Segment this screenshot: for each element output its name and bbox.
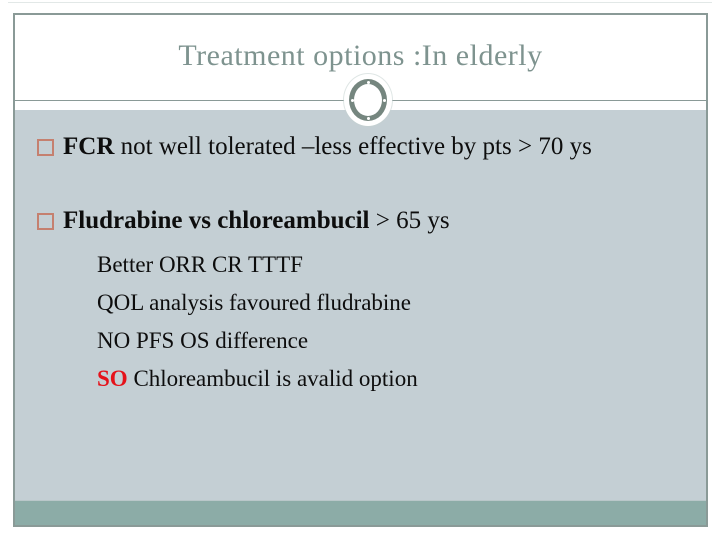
- bullet-text: FCR not well tolerated –less effective b…: [63, 130, 592, 164]
- subpoint-text: Better ORR CR TTTF: [97, 252, 303, 277]
- subpoint-qol: QOL analysis favoured fludrabine: [97, 284, 696, 322]
- subpoint-pfs: NO PFS OS difference: [97, 322, 696, 360]
- square-bullet-icon: [37, 139, 54, 156]
- bullet-lead-text: FCR: [63, 133, 115, 160]
- subpoint-orr: Better ORR CR TTTF: [97, 246, 696, 284]
- bullet-item-fludrabine: Fludrabine vs chloreambucil > 65 ys: [37, 204, 692, 238]
- subpoint-text: NO PFS OS difference: [97, 328, 309, 353]
- subpoint-list: Better ORR CR TTTF QOL analysis favoured…: [97, 246, 696, 398]
- circle-ornament-dots: [367, 99, 370, 102]
- bullet-item-fcr: FCR not well tolerated –less effective b…: [37, 130, 692, 164]
- subpoint-emphasis: SO: [97, 366, 128, 391]
- subpoint-text: QOL analysis favoured fludrabine: [97, 290, 412, 315]
- subpoint-conclusion: SO Chloreambucil is avalid option: [97, 360, 696, 398]
- bullet-text: Fludrabine vs chloreambucil > 65 ys: [63, 204, 450, 238]
- bullet-rest-text: not well tolerated –less effective by pt…: [114, 133, 592, 160]
- footer-band: [15, 500, 706, 525]
- bullet-rest-text: > 65 ys: [369, 207, 450, 234]
- circle-ornament-icon: [349, 79, 387, 121]
- slide-frame: Treatment options :In elderly FCR not we…: [13, 13, 708, 527]
- slide-title: Treatment options :In elderly: [178, 39, 543, 72]
- window-edge-line: [8, 2, 712, 3]
- subpoint-text: Chloreambucil is avalid option: [127, 366, 418, 391]
- slide-body: FCR not well tolerated –less effective b…: [15, 110, 706, 501]
- square-bullet-icon: [37, 213, 54, 230]
- bullet-lead-text: Fludrabine vs chloreambucil: [63, 207, 370, 234]
